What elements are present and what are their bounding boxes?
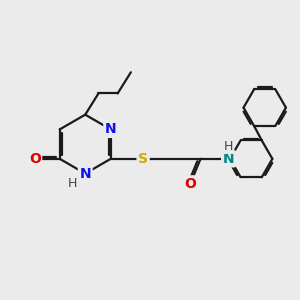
Text: H: H	[68, 177, 77, 190]
Text: S: S	[138, 152, 148, 166]
Text: N: N	[80, 167, 91, 181]
Text: N: N	[105, 122, 116, 136]
Text: O: O	[184, 177, 196, 191]
Text: O: O	[29, 152, 40, 166]
Text: H: H	[224, 140, 233, 153]
Text: N: N	[223, 152, 234, 166]
